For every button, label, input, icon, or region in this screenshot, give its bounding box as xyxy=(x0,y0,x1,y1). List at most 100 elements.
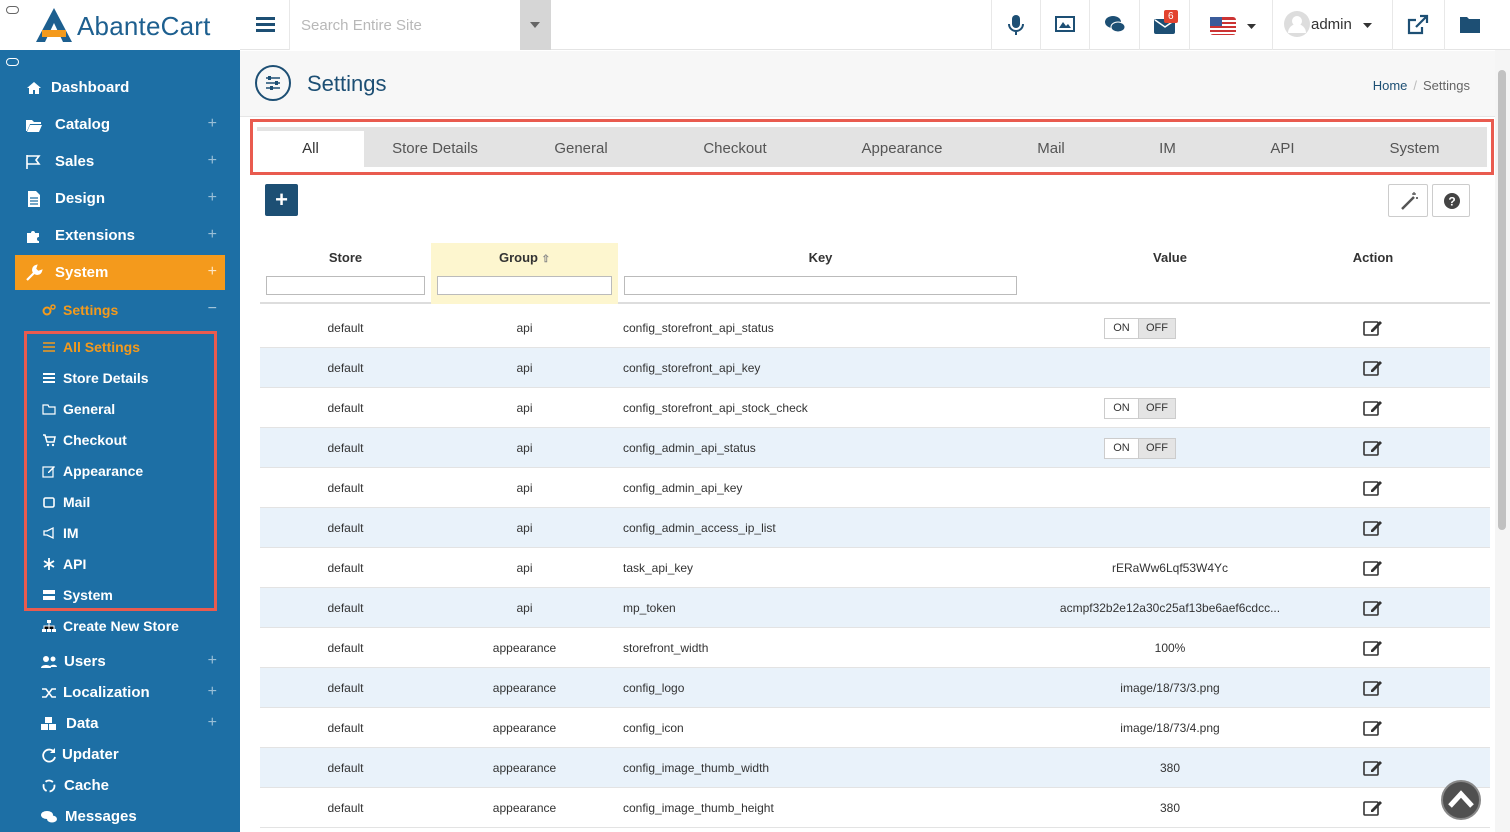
sidebar-item-appearance[interactable]: Appearance xyxy=(30,457,225,485)
edit-icon[interactable] xyxy=(1363,599,1383,617)
sidebar-item-checkout[interactable]: Checkout xyxy=(30,426,225,454)
edit-icon[interactable] xyxy=(1363,359,1383,377)
store-filter-input[interactable] xyxy=(266,276,425,295)
toggle-off[interactable]: OFF xyxy=(1138,319,1175,338)
sidebar-item-general[interactable]: General xyxy=(30,395,225,423)
view-store-button[interactable] xyxy=(1392,0,1441,50)
menu-button[interactable] xyxy=(240,0,290,50)
edit-icon[interactable] xyxy=(1363,679,1383,697)
tab-all[interactable]: All xyxy=(257,131,364,167)
scrollbar-thumb[interactable] xyxy=(1498,70,1506,530)
edit-icon[interactable] xyxy=(1363,319,1383,337)
on-off-toggle[interactable]: ON OFF xyxy=(1104,318,1176,339)
tab-mail[interactable]: Mail xyxy=(1037,140,1065,157)
sidebar-item-api[interactable]: API xyxy=(30,550,225,578)
search-input[interactable] xyxy=(290,0,520,50)
table-row[interactable]: default api mp_token acmpf32b2e12a30c25af13… xyxy=(260,588,1490,628)
column-header-key[interactable]: Key xyxy=(808,250,833,265)
edit-icon[interactable] xyxy=(1363,799,1383,817)
table-row[interactable]: default appearance config_logo image/18/73/… xyxy=(260,668,1490,708)
sidebar-item-extensions[interactable]: Extensions + xyxy=(15,218,225,253)
toggle-on[interactable]: ON xyxy=(1105,439,1138,458)
sidebar-item-dashboard[interactable]: Dashboard xyxy=(15,70,225,105)
edit-icon[interactable] xyxy=(1363,439,1383,457)
sidebar-item-updater[interactable]: Updater xyxy=(15,737,225,772)
voice-search-button[interactable] xyxy=(991,0,1040,50)
sidebar-item-localization[interactable]: Localization + xyxy=(15,675,225,710)
toggle-on[interactable]: ON xyxy=(1105,399,1138,418)
edit-icon[interactable] xyxy=(1363,759,1383,777)
column-header-group[interactable]: Group ⇧ xyxy=(431,250,618,265)
expand-icon[interactable]: + xyxy=(207,189,217,206)
search-dropdown-button[interactable] xyxy=(520,0,551,50)
expand-icon[interactable]: + xyxy=(207,115,217,132)
column-header-value[interactable]: Value xyxy=(1153,250,1187,265)
sidebar-toggle-icon[interactable] xyxy=(6,58,19,66)
add-setting-button[interactable]: + xyxy=(265,184,298,216)
sidebar-item-im[interactable]: IM xyxy=(30,519,225,547)
quick-setup-button[interactable] xyxy=(1388,184,1428,217)
tab-store-details[interactable]: Store Details xyxy=(392,140,478,157)
toggle-off[interactable]: OFF xyxy=(1138,399,1175,418)
table-row[interactable]: default appearance config_icon image/18/73/… xyxy=(260,708,1490,748)
table-row[interactable]: default api config_storefront_api_status ON… xyxy=(260,308,1490,348)
scroll-to-top-button[interactable] xyxy=(1441,780,1481,820)
help-button[interactable]: ? xyxy=(1432,184,1470,217)
table-row[interactable]: default api config_admin_api_status ON OFF xyxy=(260,428,1490,468)
expand-icon[interactable]: + xyxy=(207,683,217,700)
edit-icon[interactable] xyxy=(1363,479,1383,497)
sidebar-item-create-store[interactable]: Create New Store xyxy=(30,612,225,640)
table-row[interactable]: default api config_admin_api_key xyxy=(260,468,1490,508)
sidebar-item-design[interactable]: Design + xyxy=(15,181,225,216)
sidebar-item-users[interactable]: Users + xyxy=(15,644,225,679)
table-row[interactable]: default api task_api_key rERaWw6Lqf53W4Yc xyxy=(260,548,1490,588)
on-off-toggle[interactable]: ON OFF xyxy=(1104,398,1176,419)
media-button[interactable] xyxy=(1040,0,1089,50)
logo-text[interactable]: AbanteCart xyxy=(77,11,211,41)
file-manager-button[interactable] xyxy=(1444,0,1493,50)
table-row[interactable]: default appearance config_image_thumb_widt… xyxy=(260,748,1490,788)
sidebar-item-mail[interactable]: Mail xyxy=(30,488,225,516)
edit-icon[interactable] xyxy=(1363,559,1383,577)
table-row[interactable]: default api config_admin_access_ip_list xyxy=(260,508,1490,548)
sidebar-item-system[interactable]: System + xyxy=(15,255,225,290)
expand-icon[interactable]: + xyxy=(207,152,217,169)
tab-appearance[interactable]: Appearance xyxy=(861,140,943,157)
tab-im[interactable]: IM xyxy=(1159,140,1176,157)
tab-system[interactable]: System xyxy=(1389,140,1440,157)
tab-checkout[interactable]: Checkout xyxy=(703,140,767,157)
tab-general[interactable]: General xyxy=(554,140,608,157)
table-row[interactable]: default appearance config_image_thumb_heig… xyxy=(260,788,1490,828)
edit-icon[interactable] xyxy=(1363,519,1383,537)
expand-icon[interactable]: + xyxy=(207,226,217,243)
table-row[interactable]: default api config_storefront_api_stock_ch… xyxy=(260,388,1490,428)
sidebar-item-sales[interactable]: Sales + xyxy=(15,144,225,179)
language-selector[interactable] xyxy=(1189,0,1264,50)
table-row[interactable]: default api config_storefront_api_key xyxy=(260,348,1490,388)
expand-icon[interactable]: + xyxy=(207,263,217,280)
toggle-icon[interactable] xyxy=(6,6,19,14)
sidebar-item-catalog[interactable]: Catalog + xyxy=(15,107,225,142)
group-filter-input[interactable] xyxy=(437,276,612,295)
expand-icon[interactable]: + xyxy=(207,652,217,669)
edit-icon[interactable] xyxy=(1363,399,1383,417)
breadcrumb-home-link[interactable]: Home xyxy=(1372,78,1408,93)
sidebar-item-settings[interactable]: Settings − xyxy=(30,296,225,324)
toggle-off[interactable]: OFF xyxy=(1138,439,1175,458)
sidebar-item-data[interactable]: Data + xyxy=(15,706,225,741)
messages-button[interactable] xyxy=(1089,0,1138,50)
user-menu[interactable]: admin xyxy=(1272,0,1384,50)
sidebar-item-cache[interactable]: Cache xyxy=(15,768,225,803)
expand-icon[interactable]: + xyxy=(207,714,217,731)
tab-api[interactable]: API xyxy=(1270,140,1295,157)
sidebar-item-system-settings[interactable]: System xyxy=(30,581,225,609)
edit-icon[interactable] xyxy=(1363,639,1383,657)
sidebar-item-store-details[interactable]: Store Details xyxy=(30,364,225,392)
table-row[interactable]: default appearance storefront_width 100% xyxy=(260,628,1490,668)
collapse-icon[interactable]: − xyxy=(207,300,217,317)
sidebar-item-messages[interactable]: Messages xyxy=(15,799,225,832)
sidebar-item-all-settings[interactable]: All Settings xyxy=(30,333,225,361)
column-header-store[interactable]: Store xyxy=(328,250,363,265)
edit-icon[interactable] xyxy=(1363,719,1383,737)
page-scrollbar[interactable] xyxy=(1495,50,1510,832)
